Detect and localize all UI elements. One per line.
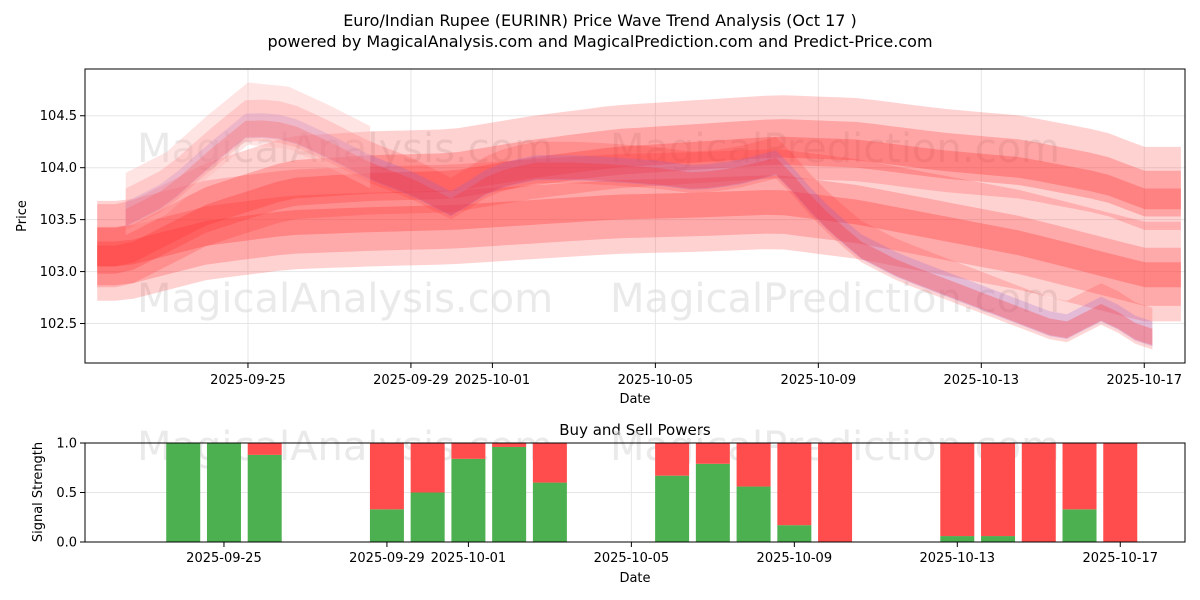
bottom-xtick-label: 2025-09-29 xyxy=(349,551,425,566)
sell-bar xyxy=(736,443,771,487)
top-ylabel: Price xyxy=(15,200,30,232)
wave-band-upper xyxy=(97,119,1181,274)
top-xtick-label: 2025-09-29 xyxy=(373,373,449,388)
buy-bar xyxy=(736,486,771,542)
top-xtick-label: 2025-10-01 xyxy=(455,373,531,388)
bottom-xlabel: Date xyxy=(619,571,650,586)
chart-title: Euro/Indian Rupee (EURINR) Price Wave Tr… xyxy=(343,11,857,30)
sell-bar xyxy=(532,443,567,483)
sell-bar xyxy=(655,443,690,476)
top-xtick-label: 2025-10-17 xyxy=(1106,373,1182,388)
bottom-ticks: 2025-09-25 2025-09-29 2025-10-01 2025-10-05… xyxy=(56,437,1158,567)
buy-bar xyxy=(166,443,201,542)
sell-bar xyxy=(492,443,527,447)
buy-bar xyxy=(206,443,241,542)
sell-bar xyxy=(940,443,975,537)
buy-bar xyxy=(655,475,690,542)
sell-bar xyxy=(695,443,730,464)
buy-bar xyxy=(981,536,1016,542)
sell-bar xyxy=(1021,443,1056,542)
sell-bar xyxy=(369,443,404,510)
bottom-xtick-label: 2025-09-25 xyxy=(186,551,262,566)
sell-bar xyxy=(981,443,1016,537)
bottom-ytick-label: 0.0 xyxy=(56,536,77,551)
buy-bar xyxy=(1062,509,1097,542)
top-xtick-label: 2025-10-13 xyxy=(944,373,1020,388)
sell-bar xyxy=(1062,443,1097,510)
watermark-analysis-mid: MagicalAnalysis.com xyxy=(137,276,553,322)
buy-bar xyxy=(940,536,975,542)
buy-bar xyxy=(410,492,445,542)
watermark-analysis-top: MagicalAnalysis.com xyxy=(137,126,553,172)
buy-bar xyxy=(695,463,730,542)
chart-subtitle: powered by MagicalAnalysis.com and Magic… xyxy=(267,32,932,51)
buy-bar xyxy=(247,454,282,542)
top-watermarks: MagicalAnalysis.com MagicalPrediction.co… xyxy=(137,126,1060,322)
wave-band-price-red-core xyxy=(125,120,1153,346)
bottom-xtick-label: 2025-10-09 xyxy=(757,551,833,566)
sell-bar xyxy=(1103,443,1138,542)
top-grid xyxy=(85,69,1185,363)
sell-bar xyxy=(451,443,486,459)
wave-band-price-red-wide xyxy=(125,99,1153,350)
sell-bar xyxy=(410,443,445,493)
top-xtick-label: 2025-10-09 xyxy=(781,373,857,388)
bottom-title: Buy and Sell Powers xyxy=(559,421,711,439)
bottom-ylabel: Signal Strength xyxy=(31,442,46,542)
buy-bar xyxy=(532,482,567,542)
top-ticks: 2025-09-25 2025-09-29 2025-10-01 2025-10-05… xyxy=(40,109,1182,388)
bottom-ytick-label: 0.5 xyxy=(56,486,77,501)
top-ytick-label: 104.5 xyxy=(40,109,77,124)
bottom-xtick-label: 2025-10-01 xyxy=(431,551,507,566)
top-axes-frame xyxy=(84,68,1186,364)
wave-band-upper-wide xyxy=(97,95,1181,288)
sell-bar xyxy=(818,443,853,542)
top-ytick-label: 104.0 xyxy=(40,161,77,176)
top-ytick-label: 103.0 xyxy=(40,265,77,280)
wave-band-upper-core xyxy=(97,136,1181,267)
bottom-xtick-label: 2025-10-17 xyxy=(1082,551,1158,566)
top-ytick-label: 103.5 xyxy=(40,213,77,228)
watermark-prediction-mid: MagicalPrediction.com xyxy=(610,276,1060,322)
buy-bar xyxy=(451,458,486,542)
wave-bands xyxy=(97,82,1181,350)
top-ytick-label: 102.5 xyxy=(40,317,77,332)
bottom-xtick-label: 2025-10-05 xyxy=(594,551,670,566)
top-xlabel: Date xyxy=(619,392,650,407)
buy-bar xyxy=(492,446,527,542)
sell-bar xyxy=(777,443,812,526)
wave-band-spike xyxy=(125,82,371,236)
wave-band-lower xyxy=(97,175,1181,306)
wave-band-price-blue xyxy=(125,113,1153,347)
wave-band-lower-core xyxy=(97,190,1181,288)
buy-bar xyxy=(369,509,404,542)
watermark-prediction-top: MagicalPrediction.com xyxy=(610,126,1060,172)
top-xtick-label: 2025-10-05 xyxy=(618,373,694,388)
sell-bar xyxy=(247,443,282,455)
buy-bar xyxy=(777,525,812,542)
wave-band-lower-wide xyxy=(97,149,1181,322)
bottom-xtick-label: 2025-10-13 xyxy=(920,551,996,566)
power-bars xyxy=(166,443,1138,542)
bottom-ytick-label: 1.0 xyxy=(56,437,77,452)
top-xtick-label: 2025-09-25 xyxy=(210,373,286,388)
